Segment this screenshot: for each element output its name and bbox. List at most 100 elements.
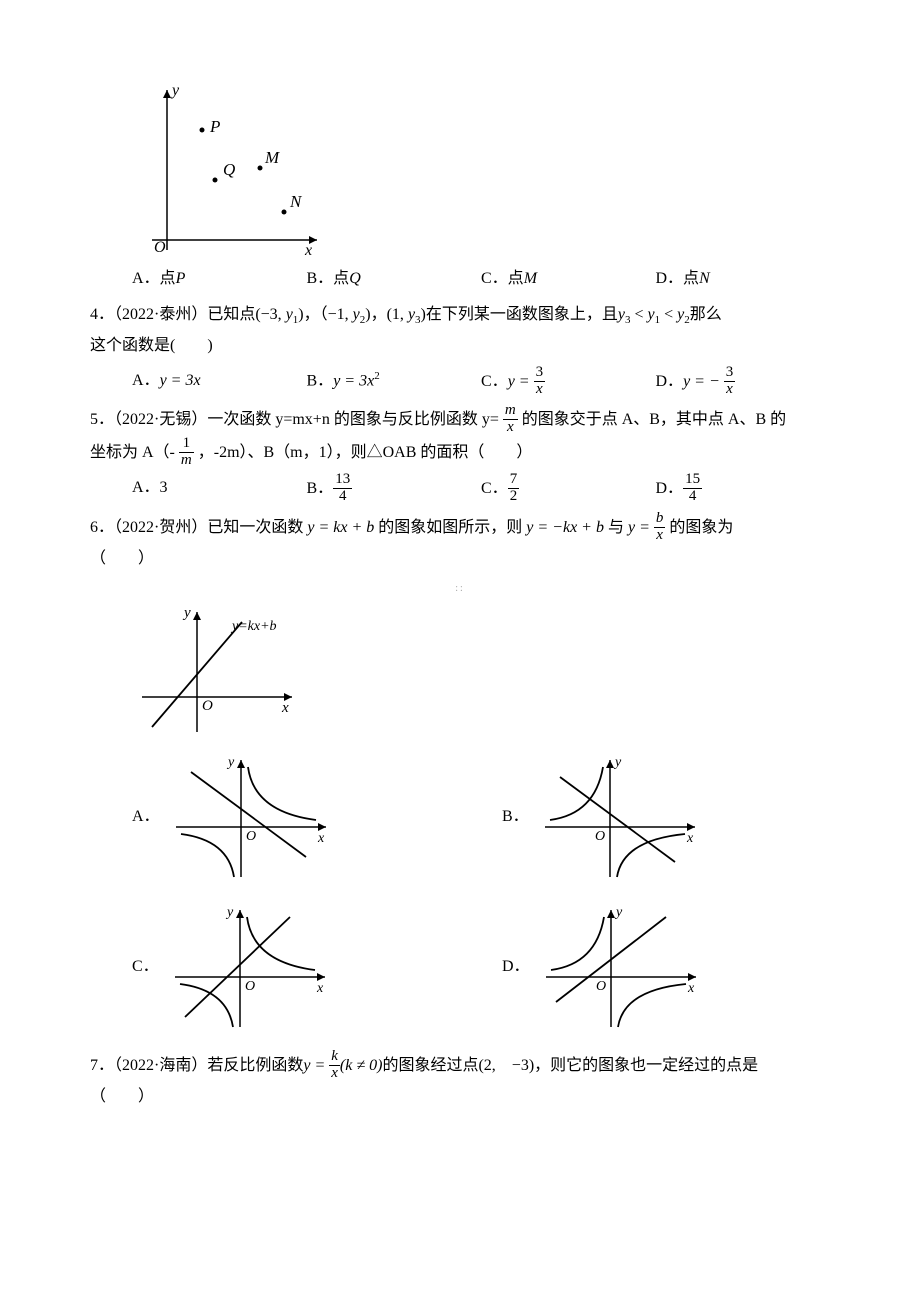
q4-optB-l: B． — [307, 372, 334, 389]
q5-optC-l: C． — [481, 480, 508, 497]
q4-tail: 那么 — [690, 306, 722, 323]
q6-c: 与 — [604, 519, 628, 536]
q6-stem: 6．（2022·贺州）已知一次函数 y = kx + b 的图象如图所示，则 y… — [90, 512, 830, 545]
q7-en: k — [329, 1049, 340, 1066]
q3-options: A．点P B．点Q C．点M D．点N — [132, 264, 830, 294]
q4-optC-l: C． — [481, 373, 508, 390]
q4-line2: 这个函数是( ) — [90, 331, 830, 361]
q3-optC-var: M — [524, 270, 537, 287]
q4-optD-l: D． — [656, 373, 684, 390]
q4-m2: )，(1, — [365, 306, 408, 323]
q3-optB-text: B．点 — [307, 270, 350, 287]
q5-optA[interactable]: A．3 — [132, 473, 307, 506]
q5-l2n: 1 — [179, 436, 194, 453]
q5-optD-n: 15 — [683, 472, 702, 489]
svg-text:y: y — [170, 82, 180, 99]
q3-optB-var: Q — [349, 270, 361, 287]
q5-b: 的图象交于点 A、B，其中点 A、B 的 — [518, 411, 786, 428]
q3-optA[interactable]: A．点P — [132, 264, 307, 294]
q6-figA[interactable]: A． O x y — [132, 752, 472, 882]
q5-l2d: m — [179, 453, 194, 469]
q6-e3n: b — [654, 511, 666, 528]
q6-optD-label: D． — [502, 952, 530, 982]
q3-optA-var: P — [176, 270, 186, 287]
svg-text:x: x — [281, 700, 289, 716]
q4-optD-eq: y = − — [683, 373, 724, 390]
q3-optD[interactable]: D．点N — [656, 264, 831, 294]
svg-text:N: N — [289, 192, 303, 211]
q4-pre: 4．（2022·泰州）已知点(−3, — [90, 306, 286, 323]
q4-optD-n: 3 — [724, 365, 736, 382]
q5-optB[interactable]: B．134 — [307, 473, 482, 506]
q5-l2a: 坐标为 A（- — [90, 444, 179, 461]
q5-line2: 坐标为 A（- 1m ，-2m）、B（m，1），则△OAB 的面积（ ） — [90, 437, 830, 470]
q4-m3: )在下列某一函数图象上，且 — [421, 306, 618, 323]
q4-optC-eq: y = — [508, 373, 534, 390]
q4-optC-n: 3 — [534, 365, 546, 382]
svg-text:x: x — [304, 242, 312, 259]
q3-optB[interactable]: B．点Q — [307, 264, 482, 294]
q6-d: 的图象为 — [665, 519, 733, 536]
q5-fn: m — [503, 403, 518, 420]
q5-optB-l: B． — [307, 480, 334, 497]
q5-optD-d: 4 — [683, 489, 702, 505]
svg-text:M: M — [264, 148, 280, 167]
q5-optC[interactable]: C．72 — [481, 473, 656, 506]
q4-optC[interactable]: C．y = 3x — [481, 366, 656, 399]
svg-text:x: x — [687, 981, 695, 996]
svg-text:P: P — [209, 117, 220, 136]
q7-line2: （ ） — [90, 1082, 830, 1112]
svg-text:O: O — [202, 698, 213, 714]
svg-text:y: y — [613, 755, 622, 770]
q4-lt2: < — [660, 306, 677, 323]
q7-ed: x — [329, 1066, 340, 1082]
q4-optA-eq: y = 3x — [160, 372, 201, 389]
q4-optD[interactable]: D．y = − 3x — [656, 366, 831, 399]
q4-ib: y — [648, 306, 655, 323]
q7-ec: (k ≠ 0) — [340, 1057, 383, 1074]
svg-text:O: O — [595, 829, 605, 844]
q5-a: 5．（2022·无锡）一次函数 y=mx+n 的图象与反比例函数 y= — [90, 411, 503, 428]
q6-optA-label: A． — [132, 802, 160, 832]
svg-text:y: y — [226, 755, 235, 770]
q4-stem: 4．（2022·泰州）已知点(−3, y1)，（−1, y2)，(1, y3)在… — [90, 300, 830, 331]
q6-figB[interactable]: B． O x y — [502, 752, 842, 882]
q3-optC[interactable]: C．点M — [481, 264, 656, 294]
q4-options: A．y = 3x B．y = 3x2 C．y = 3x D．y = − 3x — [132, 366, 830, 399]
svg-text:O: O — [154, 239, 166, 256]
q3-optA-text: A．点 — [132, 270, 176, 287]
q4-optC-d: x — [534, 382, 546, 398]
q6-figD[interactable]: D． O x y — [502, 902, 842, 1032]
q6-fig-label: y=kx+b — [230, 619, 277, 634]
q6-e3p: y = — [628, 519, 654, 536]
q6-e2: y = −kx + b — [526, 519, 604, 536]
q5-optD[interactable]: D．154 — [656, 473, 831, 506]
q3-figure: O x y P Q M N — [132, 80, 830, 260]
q6-optB-label: B． — [502, 802, 529, 832]
separator-dot: :: — [90, 579, 830, 598]
svg-text:x: x — [316, 981, 324, 996]
q7-stem: 7．（2022·海南）若反比例函数y = kx(k ≠ 0)的图象经过点(2, … — [90, 1050, 830, 1083]
q3-optC-text: C．点 — [481, 270, 524, 287]
q5-options: A．3 B．134 C．72 D．154 — [132, 473, 830, 506]
q5-optC-n: 7 — [508, 472, 520, 489]
q4-y3: y — [408, 306, 415, 323]
q6-optC-label: C． — [132, 952, 159, 982]
q7-b: 的图象经过点(2, −3)，则它的图象也一定经过的点是 — [382, 1057, 758, 1074]
q4-y1: y — [286, 306, 293, 323]
q4-optB-eq: y = 3x — [333, 372, 374, 389]
q6-a: 6．（2022·贺州）已知一次函数 — [90, 519, 307, 536]
q6-figC[interactable]: C． O x y — [132, 902, 472, 1032]
q5-optB-n: 13 — [333, 472, 352, 489]
q4-y2: y — [353, 306, 360, 323]
q4-optA[interactable]: A．y = 3x — [132, 366, 307, 399]
q3-optD-text: D．点 — [656, 270, 700, 287]
q5-optC-d: 2 — [508, 489, 520, 505]
q4-lt1: < — [631, 306, 648, 323]
q6-option-figures: A． O x y B． O x y — [132, 752, 830, 1032]
q4-optA-l: A． — [132, 372, 160, 389]
q4-optB[interactable]: B．y = 3x2 — [307, 366, 482, 399]
svg-text:O: O — [245, 979, 255, 994]
q6-given-figure: O x y y=kx+b — [132, 602, 830, 742]
svg-text:y: y — [182, 605, 191, 621]
